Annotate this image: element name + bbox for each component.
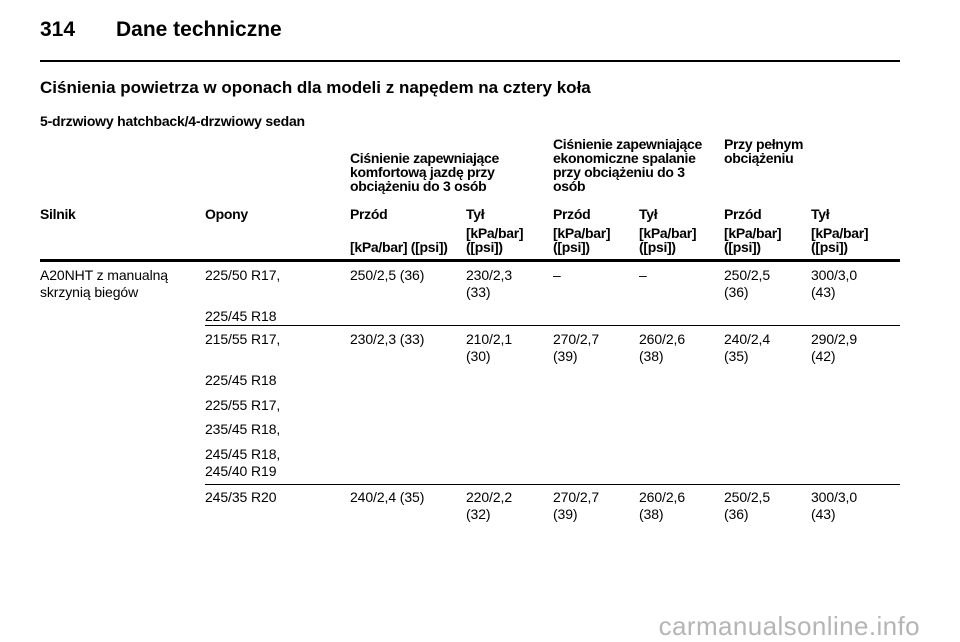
row-divider	[205, 484, 900, 486]
group-header-eco-line-1: Ciśnienie zapewniające	[553, 136, 703, 152]
group-header-full-load-line-1: Przy pełnym	[724, 136, 804, 152]
row-3-eco-rear-line-1: 260/2,6	[639, 489, 686, 505]
row-1-tyre-1: 225/50 R17,	[205, 267, 281, 283]
row-3-tyre-1: 245/35 R20	[205, 489, 277, 505]
group-header-eco-line-3: przy obciążeniu do 3	[553, 164, 685, 180]
row-2-full-rear-line-2: (42)	[811, 348, 836, 364]
unit-full-front-line-2: ([psi])	[724, 239, 761, 255]
unit-eco-front-line-2: ([psi])	[553, 239, 590, 255]
row-2-eco-rear-line-1: 260/2,6	[639, 331, 686, 347]
row-1-comfort-rear-line-2: (33)	[466, 284, 491, 300]
row-2-tyre-6: 245/40 R19	[205, 463, 277, 479]
row-2-comfort-rear-line-1: 210/2,1	[466, 331, 513, 347]
unit-comfort-front: [kPa/bar] ([psi])	[350, 239, 448, 255]
unit-full-rear-line-1: [kPa/bar]	[811, 225, 869, 241]
row-2-tyre-5: 245/45 R18,	[205, 446, 281, 462]
group-header-full-load-line-2: obciążeniu	[724, 150, 794, 166]
row-2-tyre-1: 215/55 R17,	[205, 331, 281, 347]
unit-comfort-rear-line-2: ([psi])	[466, 239, 503, 255]
row-2-tyre-3: 225/55 R17,	[205, 397, 281, 413]
column-header-comfort-rear: Tył	[466, 206, 485, 222]
column-header-engine: Silnik	[40, 206, 76, 222]
row-1-full-front-line-1: 250/2,5	[724, 267, 771, 283]
row-1-comfort-rear-line-1: 230/2,3	[466, 267, 513, 283]
row-3-eco-front-line-1: 270/2,7	[553, 489, 600, 505]
row-1-tyre-2: 225/45 R18	[205, 308, 277, 324]
unit-eco-rear-line-2: ([psi])	[639, 239, 676, 255]
row-3-eco-front-line-2: (39)	[553, 506, 578, 522]
row-2-tyre-2: 225/45 R18	[205, 372, 277, 388]
engine-label-line-2: skrzynią biegów	[40, 284, 139, 300]
row-2-comfort-front: 230/2,3 (33)	[350, 331, 425, 347]
row-2-tyre-4: 235/45 R18,	[205, 421, 281, 437]
row-3-full-front-line-1: 250/2,5	[724, 489, 771, 505]
section-title: Ciśnienia powietrza w oponach dla modeli…	[40, 78, 591, 97]
group-header-comfort-line-2: komfortową jazdę przy	[350, 164, 495, 180]
row-2-eco-front-line-1: 270/2,7	[553, 331, 600, 347]
row-1-full-rear-line-2: (43)	[811, 284, 836, 300]
row-3-eco-rear-line-2: (38)	[639, 506, 664, 522]
row-2-full-front-line-2: (35)	[724, 348, 749, 364]
unit-eco-rear-line-1: [kPa/bar]	[639, 225, 697, 241]
row-1-eco-rear: –	[639, 267, 647, 283]
subsection-title: 5-drzwiowy hatchback/4-drzwiowy sedan	[40, 113, 305, 129]
page-number: 314	[40, 18, 76, 41]
row-1-full-rear-line-1: 300/3,0	[811, 267, 858, 283]
group-header-comfort-line-1: Ciśnienie zapewniające	[350, 150, 500, 166]
column-header-eco-front: Przód	[553, 206, 591, 222]
row-3-full-rear-line-1: 300/3,0	[811, 489, 858, 505]
column-header-full-rear: Tył	[811, 206, 830, 222]
table-header-divider	[40, 259, 900, 262]
page-title: Dane techniczne	[116, 18, 282, 41]
row-divider	[205, 325, 900, 327]
row-2-comfort-rear-line-2: (30)	[466, 348, 491, 364]
watermark: carmanualsonline.info	[658, 611, 920, 641]
row-3-full-front-line-2: (36)	[724, 506, 749, 522]
group-header-eco-line-4: osób	[553, 178, 586, 194]
unit-full-front-line-1: [kPa/bar]	[724, 225, 782, 241]
column-header-comfort-front: Przód	[350, 206, 388, 222]
row-3-comfort-rear-line-2: (32)	[466, 506, 491, 522]
group-header-comfort-line-3: obciążeniu do 3 osób	[350, 178, 487, 194]
unit-comfort-rear-line-1: [kPa/bar]	[466, 225, 524, 241]
column-header-full-front: Przód	[724, 206, 762, 222]
unit-eco-front-line-1: [kPa/bar]	[553, 225, 611, 241]
row-2-eco-front-line-2: (39)	[553, 348, 578, 364]
row-3-full-rear-line-2: (43)	[811, 506, 836, 522]
column-header-eco-rear: Tył	[639, 206, 658, 222]
row-3-comfort-rear-line-1: 220/2,2	[466, 489, 513, 505]
row-2-full-rear-line-1: 290/2,9	[811, 331, 858, 347]
unit-full-rear-line-2: ([psi])	[811, 239, 848, 255]
row-1-full-front-line-2: (36)	[724, 284, 749, 300]
row-1-comfort-front: 250/2,5 (36)	[350, 267, 425, 283]
header-divider	[40, 60, 900, 62]
row-1-eco-front: –	[553, 267, 561, 283]
row-3-comfort-front: 240/2,4 (35)	[350, 489, 425, 505]
column-header-tyres: Opony	[205, 206, 248, 222]
engine-label-line-1: A20NHT z manualną	[40, 267, 168, 283]
row-2-eco-rear-line-2: (38)	[639, 348, 664, 364]
group-header-eco-line-2: ekonomiczne spalanie	[553, 150, 696, 166]
row-2-full-front-line-1: 240/2,4	[724, 331, 771, 347]
